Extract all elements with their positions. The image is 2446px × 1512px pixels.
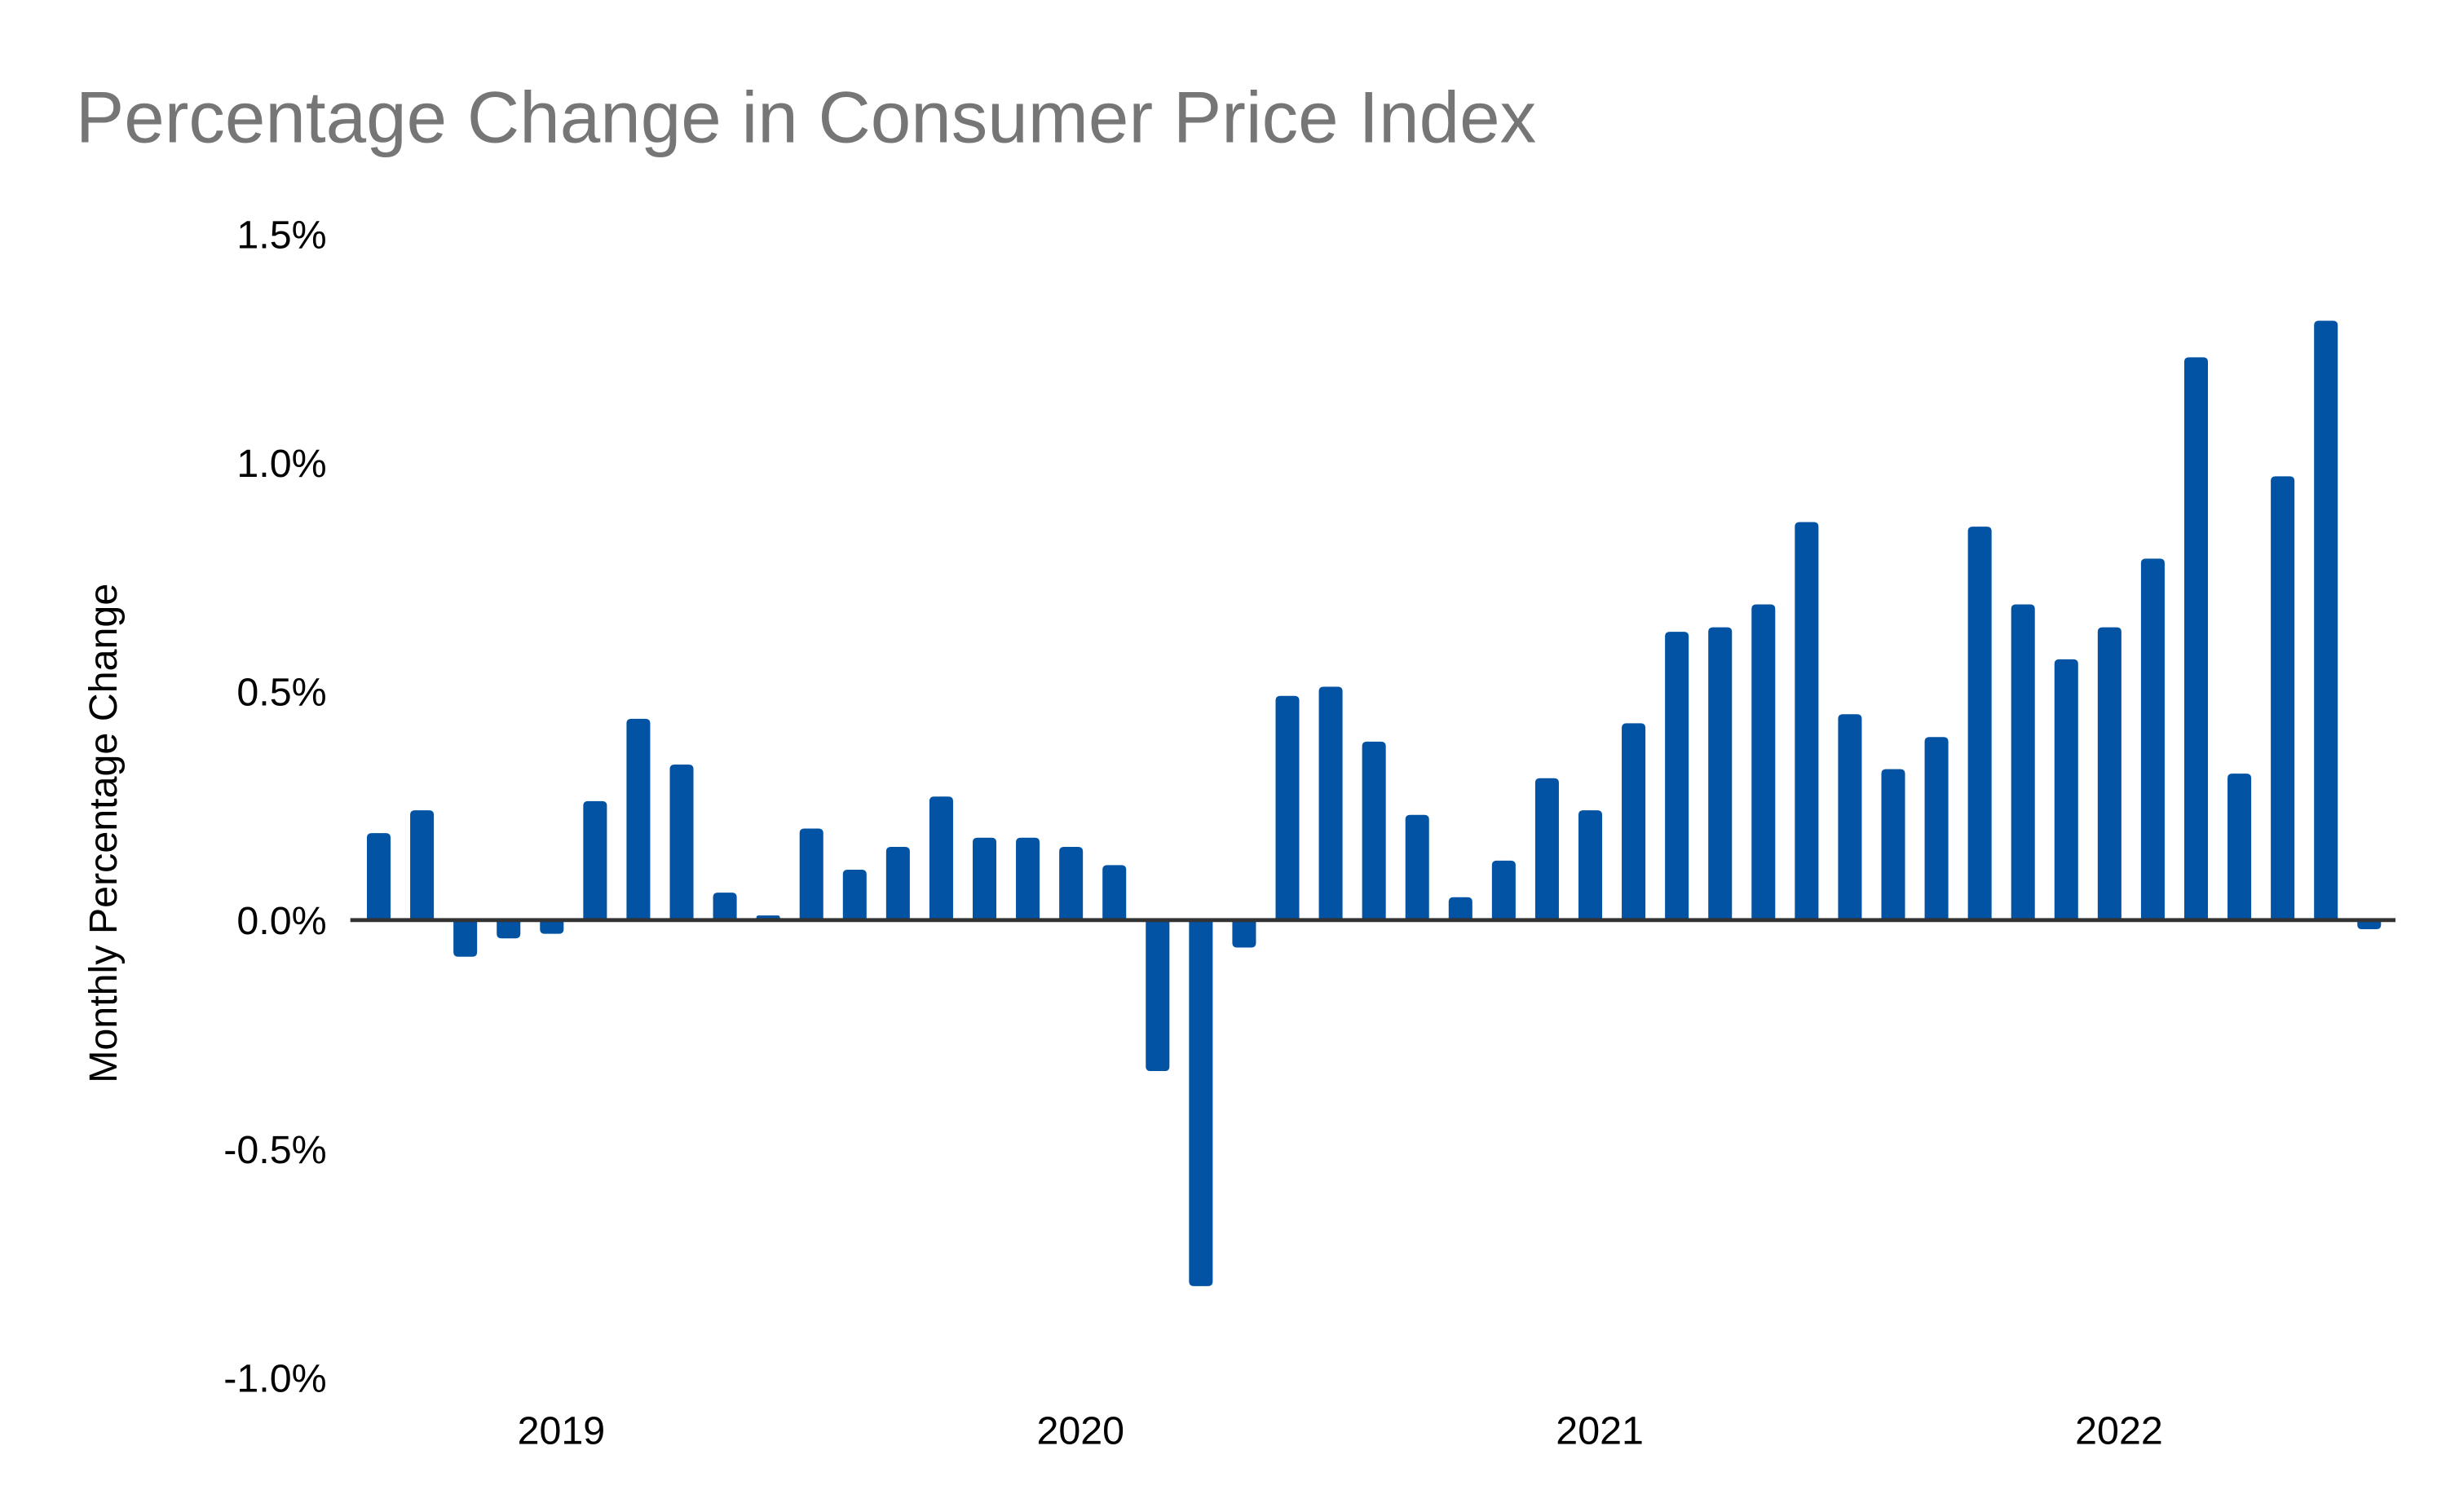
bar-2022-07 xyxy=(2357,919,2382,930)
y-tick-label: 0.5% xyxy=(236,671,326,715)
bar-2019-07 xyxy=(799,828,823,920)
bar-2021-02 xyxy=(1622,723,1646,920)
x-tick-label: 2021 xyxy=(1556,1408,1644,1452)
x-tick-label: 2020 xyxy=(1036,1408,1124,1452)
bar-2020-11 xyxy=(1491,860,1516,920)
y-tick-label: 1.5% xyxy=(236,213,326,257)
chart-title: Percentage Change in Consumer Price Inde… xyxy=(76,77,1536,158)
bar-2022-05 xyxy=(2271,476,2295,920)
bar-2022-02 xyxy=(2140,558,2165,920)
bar-2022-01 xyxy=(2097,627,2121,920)
bar-2019-12 xyxy=(1016,837,1040,920)
bar-2019-03 xyxy=(626,718,651,920)
bar-2022-03 xyxy=(2183,357,2209,920)
bar-2020-08 xyxy=(1362,741,1386,920)
y-tick-label: 0.0% xyxy=(236,899,326,943)
bar-2020-12 xyxy=(1534,778,1559,920)
bar-2022-06 xyxy=(2314,320,2338,920)
bar-2021-11 xyxy=(2011,604,2035,920)
bar-2021-09 xyxy=(1924,737,1949,920)
bar-2021-10 xyxy=(1967,527,1992,920)
x-tick-label: 2022 xyxy=(2075,1408,2163,1452)
bar-2020-04 xyxy=(1189,919,1213,1286)
bar-2018-09 xyxy=(367,833,391,920)
bar-2018-12 xyxy=(497,919,521,939)
bar-2021-12 xyxy=(2054,659,2078,920)
bar-2019-02 xyxy=(583,800,607,920)
bar-2021-03 xyxy=(1665,632,1689,920)
bar-2019-01 xyxy=(540,919,564,934)
y-tick-label: -1.0% xyxy=(223,1357,326,1401)
bar-2020-10 xyxy=(1448,897,1472,920)
y-tick-label: 1.0% xyxy=(236,442,326,486)
bar-2021-08 xyxy=(1881,769,1905,920)
bar-2018-10 xyxy=(410,810,435,920)
bar-2019-04 xyxy=(669,764,694,920)
y-axis-label: Monthly Percentage Change xyxy=(82,584,126,1083)
bar-2019-11 xyxy=(972,837,997,920)
bar-2019-09 xyxy=(885,846,910,920)
bar-2020-03 xyxy=(1146,919,1170,1072)
x-tick-label: 2019 xyxy=(518,1408,606,1452)
bar-2020-01 xyxy=(1059,846,1084,920)
bar-2021-07 xyxy=(1838,714,1862,920)
bar-2021-05 xyxy=(1751,604,1776,920)
bar-2020-06 xyxy=(1275,695,1300,920)
bar-2019-08 xyxy=(842,870,867,920)
bar-2019-05 xyxy=(713,893,737,920)
bar-2021-06 xyxy=(1795,522,1819,920)
bar-2022-04 xyxy=(2227,774,2252,920)
bar-2020-02 xyxy=(1102,865,1127,920)
bar-2020-05 xyxy=(1232,919,1256,948)
bar-2020-07 xyxy=(1318,686,1343,920)
bar-2021-04 xyxy=(1708,627,1733,920)
bar-2018-11 xyxy=(453,919,478,957)
bar-2020-09 xyxy=(1405,814,1429,920)
y-tick-label: -0.5% xyxy=(223,1128,326,1172)
bar-2019-10 xyxy=(929,796,953,920)
bar-2021-01 xyxy=(1578,810,1603,920)
